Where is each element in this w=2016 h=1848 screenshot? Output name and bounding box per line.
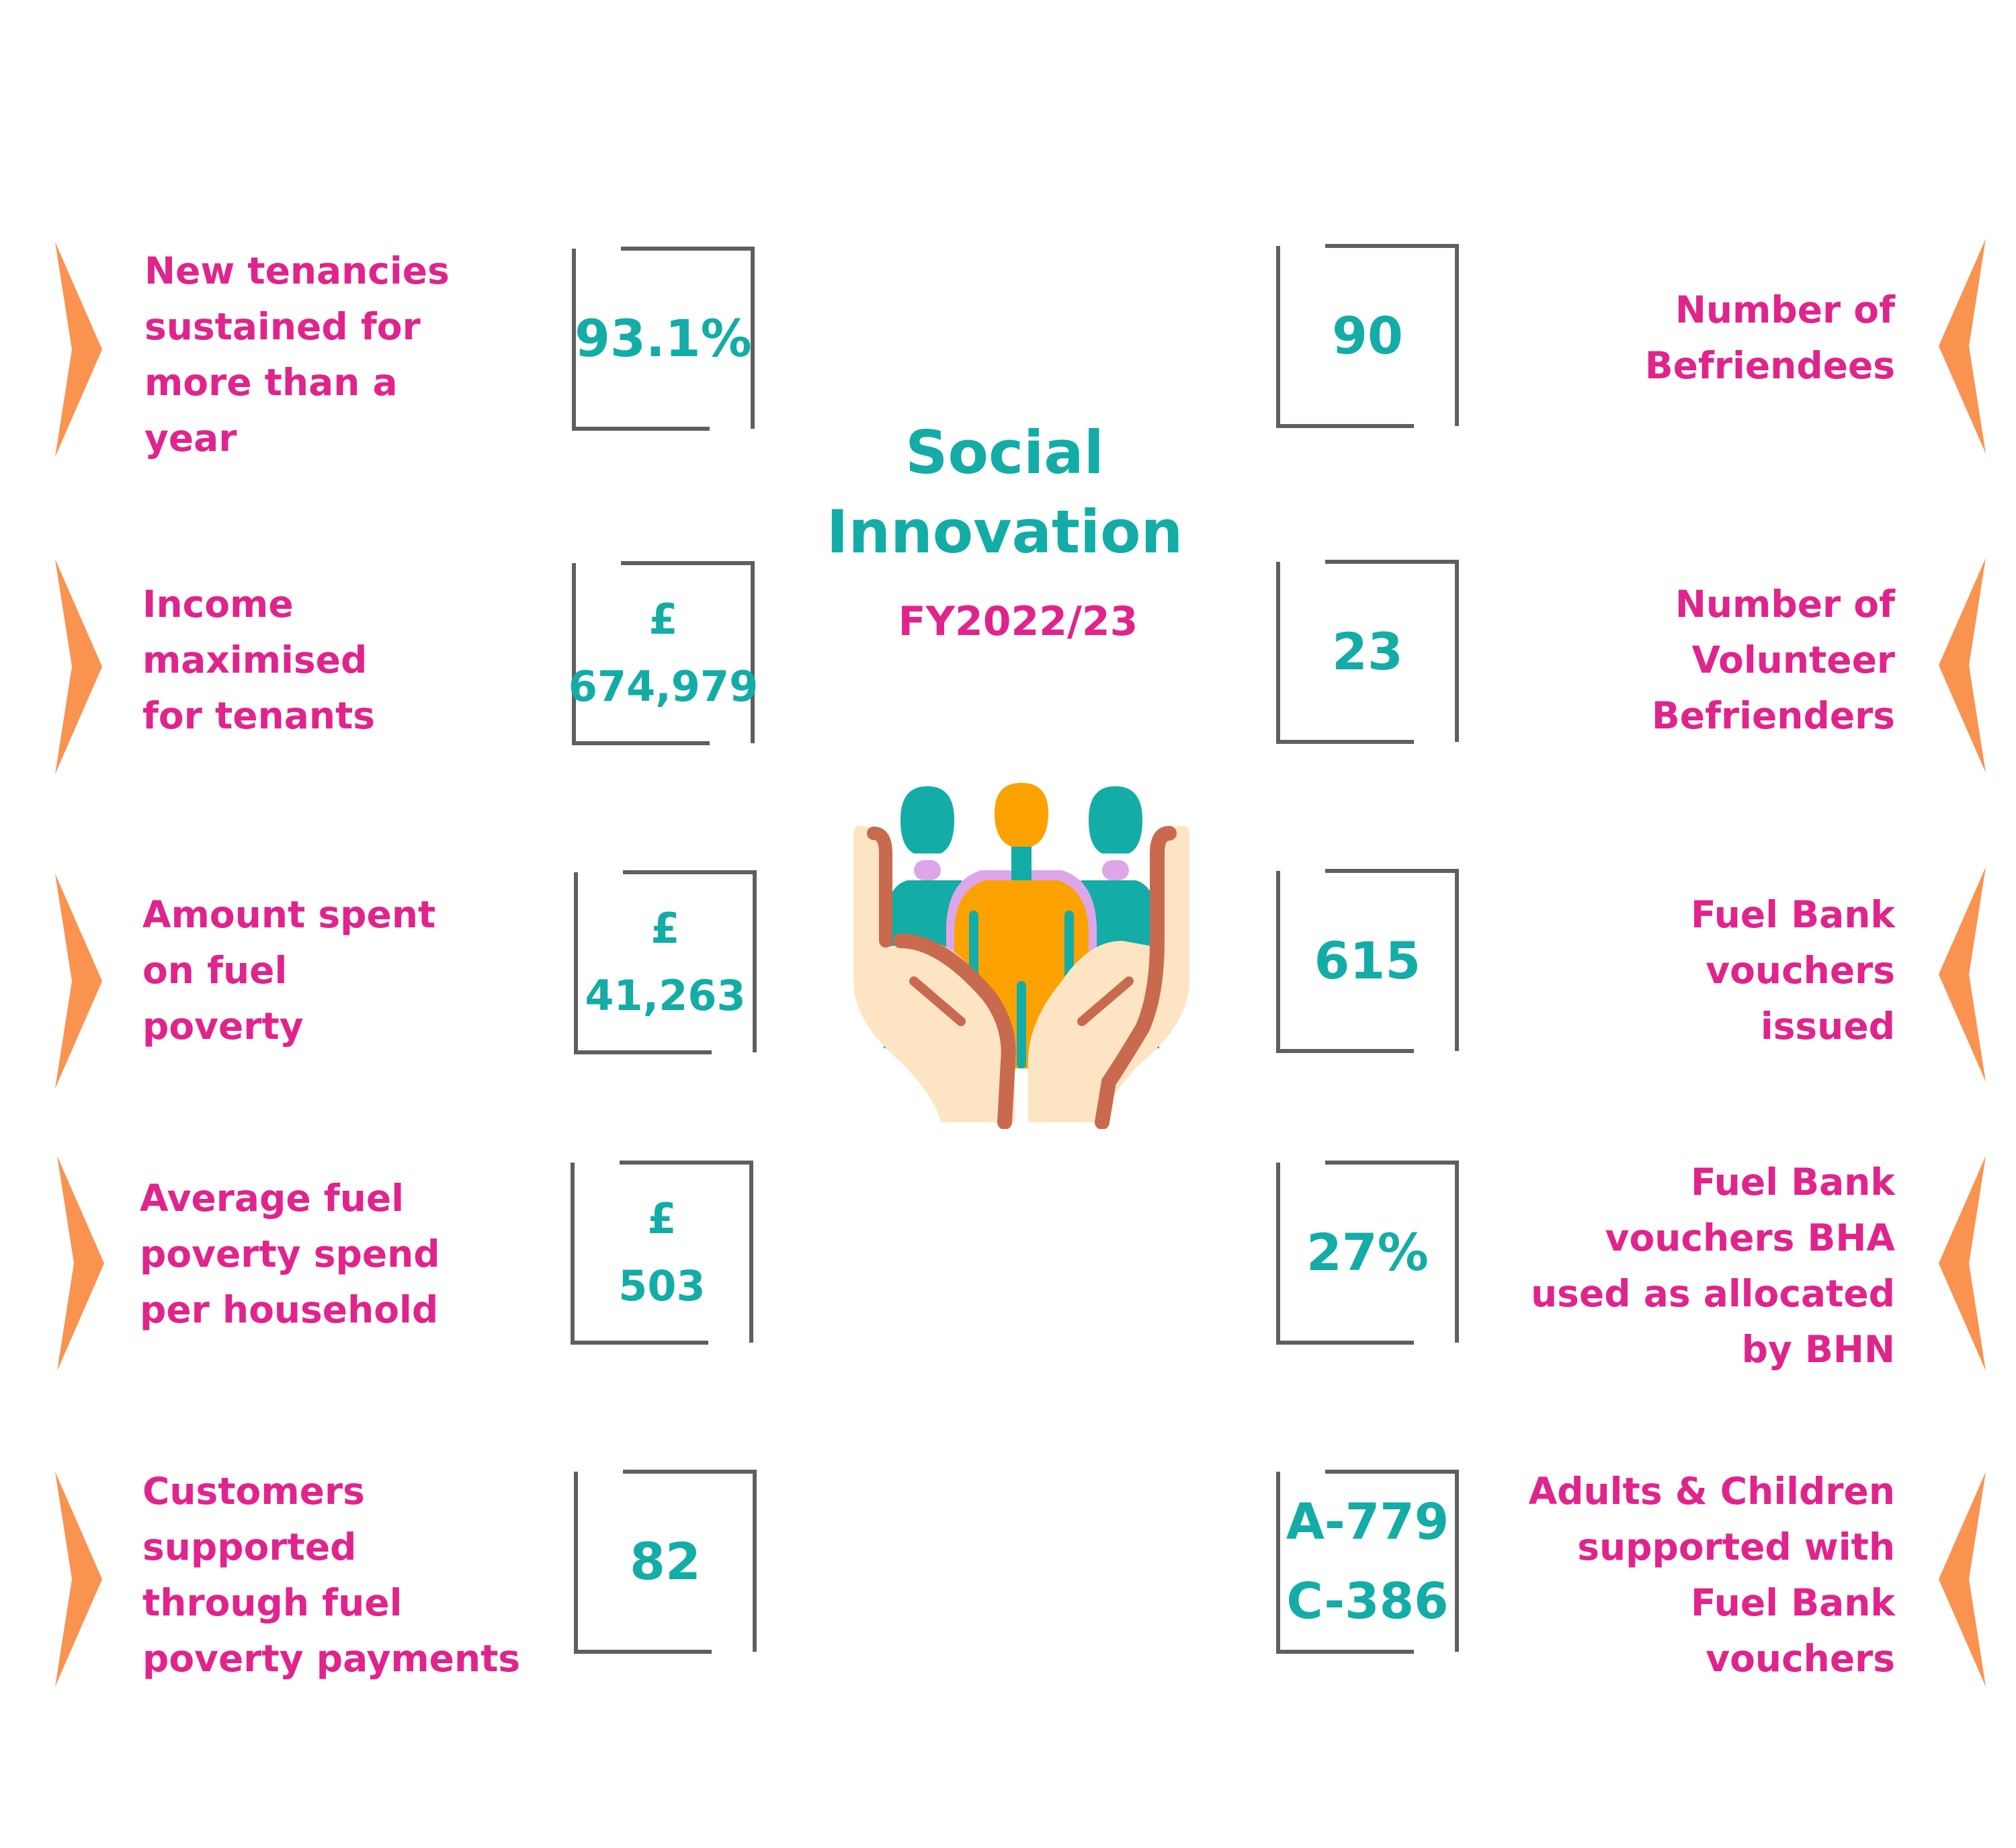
- page-title: Social Innovation: [826, 418, 1183, 566]
- stat-label-customers-supported: Customers supported through fuel poverty…: [142, 1470, 521, 1680]
- stat-value-income-maximised: £ 674,979: [568, 595, 759, 711]
- chevron-left-icon: [1939, 1472, 1986, 1687]
- stat-value-adults-children: A-779 C-386: [1286, 1493, 1450, 1630]
- chevron-left-icon: [1939, 558, 1986, 773]
- stat-box-vouchers-used: 27%: [1276, 1161, 1459, 1345]
- stat-value-average-fuel-spend: £ 503: [618, 1194, 706, 1310]
- stat-value-vouchers-used: 27%: [1306, 1222, 1429, 1282]
- stat-box-adults-children: A-779 C-386: [1276, 1470, 1459, 1654]
- stat-label-adults-children: Adults & Children supported with Fuel Ba…: [1528, 1470, 1895, 1680]
- stat-box-vouchers-issued: 615: [1276, 869, 1459, 1053]
- stat-box-fuel-poverty-spend: £ 41,263: [574, 870, 757, 1054]
- stat-box-frame: [1276, 869, 1459, 1053]
- stat-box-frame: [574, 870, 757, 1054]
- stat-box-frame: [1276, 560, 1459, 744]
- stat-value-customers-supported: 82: [630, 1531, 701, 1591]
- hands-holding-people-icon: [853, 783, 1189, 1129]
- stat-box-frame: [571, 1161, 753, 1345]
- stat-box-frame: [1276, 244, 1459, 428]
- stat-value-volunteer-befrienders: 23: [1332, 622, 1403, 681]
- chevron-right-icon: [57, 1156, 104, 1371]
- stat-box-new-tenancies: 93.1%: [572, 247, 755, 431]
- stat-box-befriendees: 90: [1276, 244, 1459, 428]
- stat-label-vouchers-issued: Fuel Bank vouchers issued: [1690, 893, 1895, 1048]
- stat-label-average-fuel-spend: Average fuel poverty spend per household: [140, 1177, 440, 1331]
- stat-value-befriendees: 90: [1332, 306, 1403, 366]
- stat-box-frame: [572, 561, 755, 745]
- stat-label-fuel-poverty-spend: Amount spent on fuel poverty: [142, 893, 436, 1048]
- stat-box-frame: [574, 1470, 757, 1654]
- chevron-left-icon: [1939, 867, 1986, 1082]
- stat-box-income-maximised: £ 674,979: [568, 561, 759, 745]
- stat-label-vouchers-used: Fuel Bank vouchers BHA used as allocated…: [1531, 1161, 1895, 1371]
- stat-box-frame: [1276, 1161, 1459, 1345]
- stat-box-average-fuel-spend: £ 503: [571, 1161, 753, 1345]
- stat-value-fuel-poverty-spend: £ 41,263: [585, 904, 746, 1020]
- stat-value-new-tenancies: 93.1%: [575, 308, 752, 368]
- stat-label-befriendees: Number of Befriendees: [1644, 288, 1895, 387]
- chevron-right-icon: [55, 559, 102, 774]
- fiscal-year-subtitle: FY2022/23: [898, 598, 1138, 645]
- right-hand-figure: [1028, 825, 1189, 1129]
- left-hand-figure: [853, 825, 1016, 1129]
- stat-box-customers-supported: 82: [574, 1470, 757, 1654]
- stat-box-frame: [1276, 1470, 1459, 1654]
- stat-label-new-tenancies: New tenancies sustained for more than a …: [144, 249, 450, 460]
- stat-box-frame: [572, 247, 755, 431]
- stat-label-volunteer-befrienders: Number of Volunteer Befrienders: [1651, 583, 1895, 737]
- stat-label-income-maximised: Income maximised for tenants: [142, 583, 376, 737]
- chevron-right-icon: [55, 1472, 102, 1687]
- stat-value-vouchers-issued: 615: [1314, 931, 1421, 991]
- chevron-left-icon: [1939, 1156, 1986, 1371]
- chevron-right-icon: [55, 242, 102, 457]
- stat-box-volunteer-befrienders: 23: [1276, 560, 1459, 744]
- chevron-left-icon: [1939, 239, 1986, 454]
- chevron-right-icon: [55, 874, 102, 1089]
